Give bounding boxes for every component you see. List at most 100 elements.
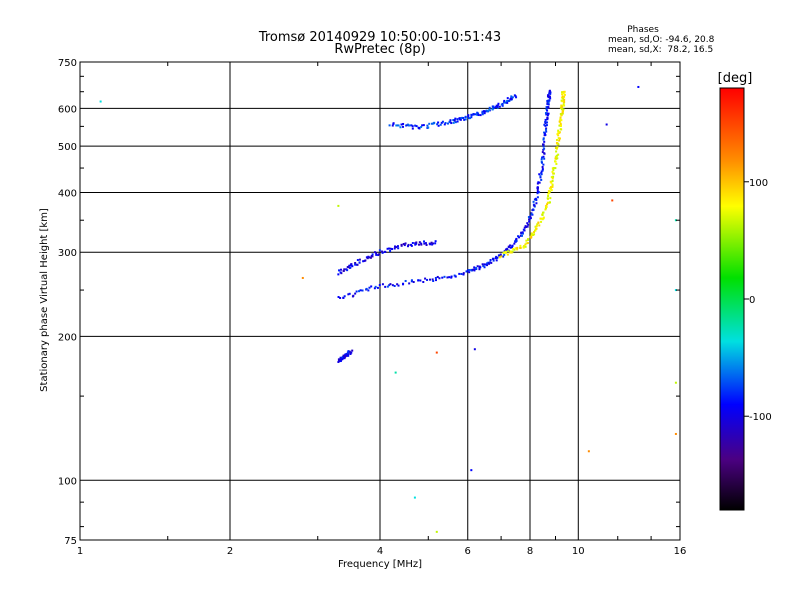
data-point [477, 112, 480, 115]
data-point [367, 255, 370, 258]
data-point [528, 218, 531, 221]
data-point [587, 450, 590, 453]
data-point [557, 153, 560, 156]
data-point [443, 123, 446, 126]
data-point [561, 93, 564, 96]
data-point [380, 250, 383, 253]
data-point [522, 245, 525, 248]
data-point [482, 264, 485, 267]
data-point [432, 279, 435, 282]
data-point [373, 287, 376, 290]
data-point [561, 91, 564, 94]
data-point [506, 253, 509, 256]
data-point [537, 181, 540, 184]
y-tick-label: 600 [58, 104, 77, 115]
data-point [99, 100, 102, 103]
data-point [431, 243, 434, 246]
data-point [540, 173, 543, 176]
data-point [496, 106, 499, 109]
data-point [547, 190, 550, 193]
data-point [540, 158, 543, 161]
data-point [367, 289, 370, 292]
data-point [491, 108, 494, 111]
y-tick-label: 100 [58, 476, 77, 487]
data-point [477, 114, 480, 117]
data-point [381, 251, 384, 254]
data-point [397, 247, 400, 250]
data-point [497, 102, 500, 105]
data-point [540, 172, 543, 175]
data-point [349, 266, 352, 269]
data-point [394, 371, 397, 374]
data-point [349, 352, 352, 355]
data-point [536, 196, 539, 199]
data-point [546, 197, 549, 200]
data-point [556, 157, 559, 160]
data-point [562, 108, 565, 111]
data-point [551, 177, 554, 180]
data-point [460, 272, 463, 275]
colorbar-label: [deg] [718, 71, 753, 86]
data-point [413, 496, 416, 499]
data-point [549, 91, 552, 94]
data-point [450, 276, 453, 279]
data-point [456, 120, 459, 123]
data-point [496, 104, 499, 107]
data-point [343, 268, 346, 271]
data-point [503, 253, 506, 256]
data-point [418, 243, 421, 246]
data-point [514, 239, 517, 242]
data-point [458, 117, 461, 120]
data-point [488, 262, 491, 265]
data-point [488, 106, 491, 109]
data-point [341, 358, 344, 361]
data-point [486, 110, 489, 113]
data-point [475, 267, 478, 270]
data-point [542, 155, 545, 158]
data-point [514, 247, 517, 250]
data-point [541, 169, 544, 172]
data-point [435, 530, 438, 533]
data-point [561, 100, 564, 103]
data-point [464, 115, 467, 118]
data-point [502, 255, 505, 258]
data-point [419, 279, 422, 282]
data-point [547, 195, 550, 198]
data-point [375, 252, 378, 255]
data-point [481, 111, 484, 114]
data-point [529, 217, 532, 220]
data-point [424, 277, 427, 280]
data-point [546, 203, 549, 206]
data-point [534, 197, 537, 200]
data-points [99, 85, 677, 533]
data-point [556, 133, 559, 136]
data-point [512, 247, 515, 250]
data-point [446, 122, 449, 125]
data-point [343, 355, 346, 358]
data-point [414, 124, 417, 127]
data-point [406, 123, 409, 126]
data-point [527, 216, 530, 219]
data-point [547, 106, 550, 109]
data-point [541, 213, 544, 216]
x-axis-ticks: 1 2 4 6 8 10 16 [77, 62, 686, 557]
data-point [485, 263, 488, 266]
data-point [375, 253, 378, 256]
data-point [548, 187, 551, 190]
x-tick-label: 10 [572, 546, 585, 557]
data-point [532, 200, 535, 203]
data-point [541, 151, 544, 154]
data-point [355, 263, 358, 266]
data-point [389, 249, 392, 252]
data-point [527, 238, 530, 241]
data-point [546, 112, 549, 115]
y-tick-label: 400 [58, 188, 77, 199]
data-point [377, 253, 380, 256]
data-point [434, 240, 437, 243]
data-point [346, 269, 349, 272]
data-point [347, 293, 350, 296]
data-point [559, 112, 562, 115]
data-point [534, 225, 537, 228]
data-point [544, 208, 547, 211]
